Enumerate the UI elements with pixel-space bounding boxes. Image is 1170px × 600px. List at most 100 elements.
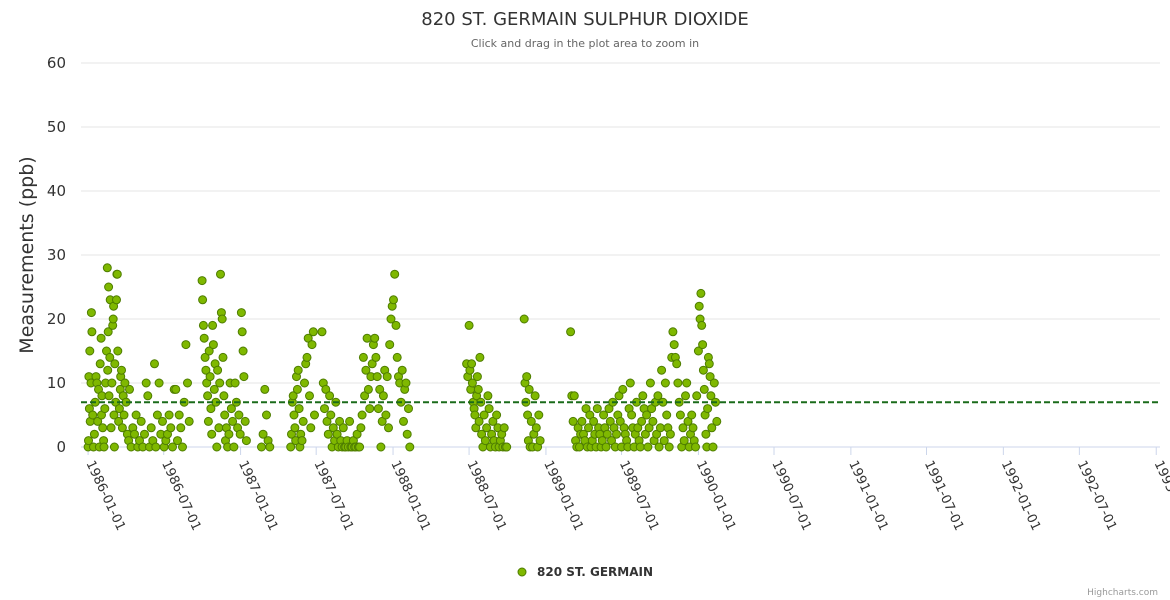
data-point[interactable] [390,269,400,279]
data-point[interactable] [114,404,124,414]
data-point[interactable] [358,352,368,362]
data-point[interactable] [184,416,194,426]
data-point[interactable] [696,288,706,298]
data-point[interactable] [474,416,484,426]
data-point[interactable] [708,442,718,452]
data-point[interactable] [355,442,365,452]
data-point[interactable] [535,436,545,446]
data-point[interactable] [384,423,393,433]
data-point[interactable] [712,416,722,426]
data-point[interactable] [207,429,217,439]
data-point[interactable] [625,378,635,388]
data-point[interactable] [688,423,698,433]
data-point[interactable] [484,404,494,414]
credits-link[interactable]: Highcharts.com [1087,588,1158,598]
data-point[interactable] [566,327,576,337]
data-point[interactable] [530,391,540,401]
data-point[interactable] [228,416,238,426]
data-point[interactable] [229,442,239,452]
data-point[interactable] [612,429,621,439]
data-point[interactable] [645,378,655,388]
data-point[interactable] [470,410,480,420]
data-point[interactable] [258,429,268,439]
data-point[interactable] [110,359,120,369]
data-point[interactable] [326,410,336,420]
data-point[interactable] [697,320,707,330]
data-point[interactable] [293,365,303,375]
data-point[interactable] [659,436,669,446]
data-point[interactable] [86,308,96,318]
data-point[interactable] [526,416,536,426]
data-point[interactable] [703,404,713,414]
data-point[interactable] [99,442,109,452]
data-point[interactable] [618,384,628,394]
data-point[interactable] [669,340,679,350]
data-point[interactable] [150,359,159,369]
data-point[interactable] [238,346,248,356]
data-point[interactable] [370,333,380,343]
data-point[interactable] [154,378,164,388]
data-point[interactable] [235,429,245,439]
data-point[interactable] [519,314,529,324]
data-point[interactable] [363,384,373,394]
data-point[interactable] [382,372,392,382]
data-point[interactable] [310,410,319,420]
data-point[interactable] [307,340,317,350]
data-point[interactable] [103,365,113,375]
data-point[interactable] [230,378,240,388]
data-point[interactable] [302,352,312,362]
data-point[interactable] [627,410,637,420]
data-point[interactable] [226,404,236,414]
data-point[interactable] [345,416,355,426]
data-point[interactable] [117,423,127,433]
data-point[interactable] [694,301,704,311]
data-point[interactable] [197,276,207,286]
data-point[interactable] [288,391,298,401]
data-point[interactable] [386,314,396,324]
data-point[interactable] [681,391,690,401]
data-point[interactable] [371,352,381,362]
data-point[interactable] [117,365,126,375]
data-point[interactable] [205,372,215,382]
data-point[interactable] [174,410,184,420]
data-point[interactable] [599,410,609,420]
data-point[interactable] [204,346,214,356]
data-point[interactable] [178,442,187,452]
data-point[interactable] [402,429,412,439]
data-point[interactable] [208,340,218,350]
data-point[interactable] [323,429,333,439]
data-point[interactable] [602,429,612,439]
data-point[interactable] [109,442,119,452]
data-point[interactable] [218,352,228,362]
data-point[interactable] [141,378,151,388]
data-point[interactable] [130,429,139,439]
data-point[interactable] [286,442,296,452]
data-point[interactable] [381,410,391,420]
data-point[interactable] [635,442,645,452]
data-point[interactable] [240,416,250,426]
data-point[interactable] [524,384,534,394]
data-point[interactable] [378,391,388,401]
data-point[interactable] [654,442,664,452]
data-point[interactable] [389,295,398,305]
data-point[interactable] [499,423,509,433]
data-point[interactable] [220,410,230,420]
data-point[interactable] [692,391,702,401]
data-point[interactable] [158,416,167,426]
data-point[interactable] [198,320,208,330]
data-point[interactable] [181,340,191,350]
data-point[interactable] [262,410,271,420]
data-point[interactable] [472,372,482,382]
data-point[interactable] [104,282,114,292]
data-point[interactable] [577,416,587,426]
data-point[interactable] [305,391,314,401]
data-point[interactable] [673,378,683,388]
data-point[interactable] [103,327,113,337]
data-point[interactable] [208,320,218,330]
data-point[interactable] [467,378,477,388]
data-point[interactable] [300,378,309,388]
data-point[interactable] [373,404,383,414]
data-point[interactable] [239,372,249,382]
data-point[interactable] [320,404,329,414]
